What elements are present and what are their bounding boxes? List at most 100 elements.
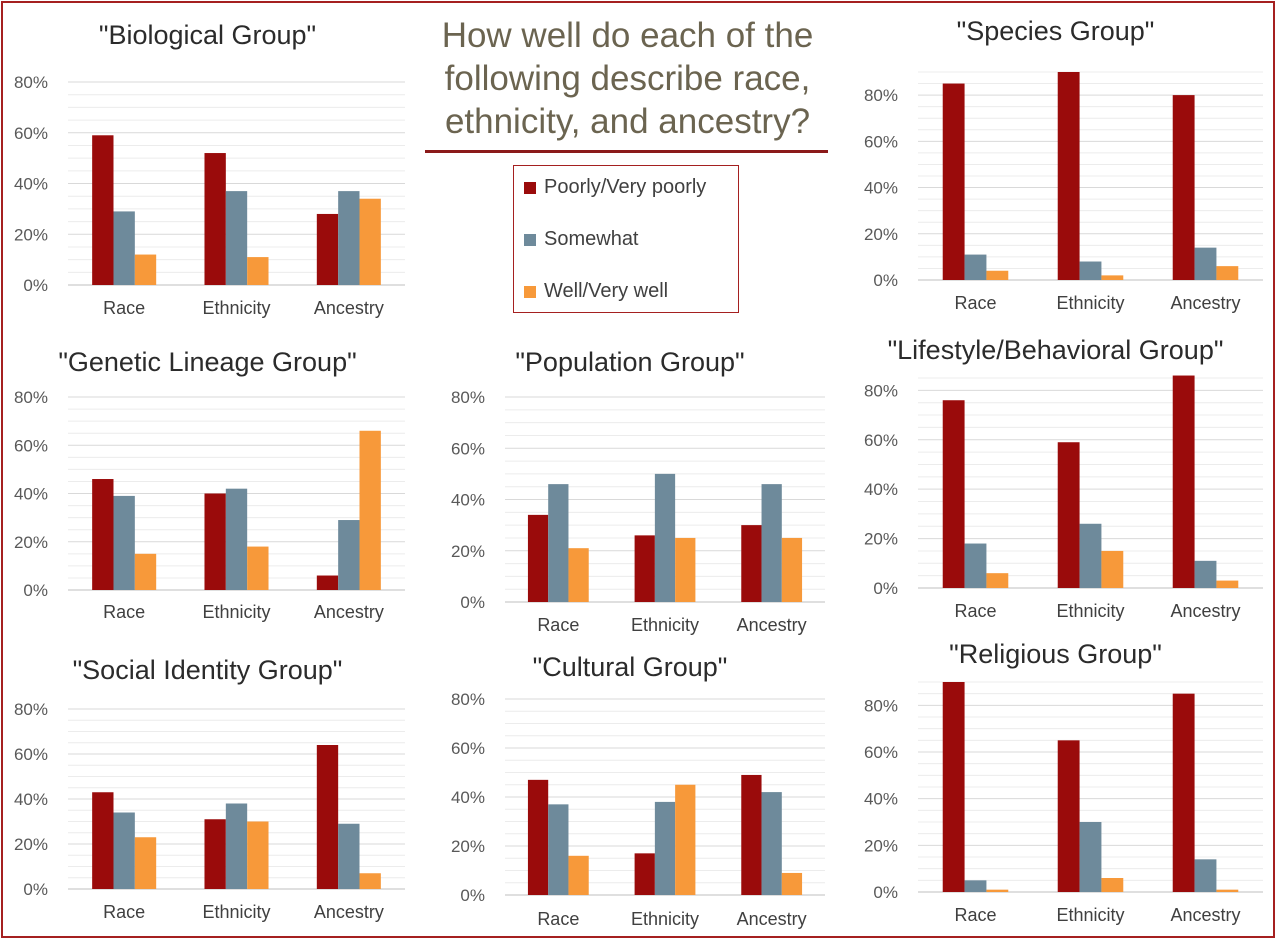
y-tick-label: 40% (14, 485, 48, 504)
bar-ancestry-poorly (316, 745, 339, 889)
bar-ethnicity-poorly (204, 493, 226, 590)
bar-race-somewhat (964, 254, 987, 280)
bar-ethnicity-well (1101, 878, 1124, 892)
legend-item-well: Well/Very well (524, 280, 668, 303)
y-tick-label: 0% (23, 880, 48, 899)
legend-label-poorly: Poorly/Very poorly (544, 176, 707, 198)
bar-ancestry-somewhat (338, 823, 360, 889)
bar-race-well (986, 889, 1009, 892)
x-category-label: Race (954, 905, 996, 925)
legend-swatch-poorly (524, 181, 536, 194)
chart-title: "Religious Group" (949, 639, 1162, 669)
main-title: How well do each of the following descri… (441, 16, 814, 141)
y-tick-label: 60% (14, 124, 48, 143)
bar-ethnicity-poorly (1057, 442, 1080, 588)
bar-ancestry-well (1216, 889, 1239, 892)
bar-ethnicity-poorly (634, 535, 655, 602)
y-tick-label: 0% (23, 581, 48, 600)
x-category-label: Ethnicity (1056, 293, 1124, 313)
legend-swatch-well (524, 285, 536, 298)
chart-population-group: "Population Group" 0% 20% 40% 60% 80% Race Eth… (425, 345, 835, 645)
y-tick-label: 60% (864, 132, 898, 151)
bar-ancestry-poorly (1172, 693, 1195, 892)
legend-item-poorly: Poorly/Very poorly (524, 176, 706, 199)
bar-race-poorly (527, 779, 549, 895)
bar-ancestry-poorly (741, 774, 762, 895)
bar-ancestry-somewhat (761, 484, 782, 602)
bar-ancestry-somewhat (761, 792, 782, 895)
title-underline (425, 150, 828, 153)
y-tick-label: 40% (864, 790, 898, 809)
bar-ancestry-well (359, 873, 381, 889)
y-tick-label: 20% (451, 542, 485, 561)
chart-plot: 0% 20% 40% 60% 80% Race Ethnicity Ancestry (14, 388, 405, 622)
y-tick-label: 60% (14, 436, 48, 455)
bar-ancestry-poorly (741, 525, 762, 602)
bar-race-somewhat (113, 495, 135, 590)
chart-lifestyle-behavioral-group: "Lifestyle/Behavioral Group" 0% 20% 40% 60%… (838, 333, 1273, 633)
bar-ethnicity-somewhat (654, 801, 676, 895)
bar-race-well (986, 573, 1009, 588)
bar-ancestry-well (1216, 266, 1239, 280)
bar-ancestry-somewhat (1194, 859, 1217, 892)
y-tick-label: 80% (451, 690, 485, 709)
y-tick-label: 60% (451, 439, 485, 458)
y-tick-label: 40% (14, 175, 48, 194)
chart-plot: 0% 20% 40% 60% 80% Race Ethnicity Ancestry (14, 700, 405, 922)
bar-race-somewhat (964, 880, 987, 892)
x-category-label: Ethnicity (1056, 905, 1124, 925)
bar-ethnicity-well (675, 537, 696, 602)
x-category-label: Race (537, 909, 579, 929)
bar-ethnicity-well (1101, 550, 1124, 588)
chart-title: "Biological Group" (98, 20, 317, 50)
y-tick-label: 80% (864, 86, 898, 105)
legend-label-well: Well/Very well (544, 280, 669, 302)
x-category-label: Ancestry (1170, 905, 1240, 925)
chart-title: "Social Identity Group" (72, 655, 343, 685)
y-tick-label: 80% (14, 388, 48, 407)
bar-ancestry-somewhat (1194, 560, 1217, 588)
bar-ancestry-well (781, 537, 803, 602)
legend: Poorly/Very poorly Somewhat Well/Very we… (513, 165, 739, 313)
chart-plot: 0% 20% 40% 60% 80% Race Ethnicity Ancestry (864, 71, 1263, 313)
y-tick-label: 0% (460, 886, 485, 905)
y-tick-label: 60% (864, 431, 898, 450)
x-category-label: Race (103, 602, 145, 622)
bar-race-poorly (942, 400, 965, 588)
y-tick-label: 20% (14, 533, 48, 552)
chart-plot: 0% 20% 40% 60% 80% Race Ethnicity Ancestry (14, 73, 405, 318)
bar-race-poorly (92, 479, 114, 590)
y-tick-label: 80% (864, 696, 898, 715)
x-category-label: Ethnicity (202, 602, 270, 622)
bar-ancestry-poorly (1172, 95, 1195, 280)
bar-ethnicity-somewhat (1079, 822, 1102, 892)
bar-race-poorly (942, 83, 965, 280)
bar-ancestry-somewhat (1194, 247, 1217, 280)
bar-race-well (986, 270, 1009, 280)
chart-plot: 0% 20% 40% 60% 80% Race Ethnicity Ancestry (451, 690, 825, 929)
bar-race-well (134, 553, 157, 590)
bar-race-poorly (92, 792, 114, 889)
bar-race-somewhat (964, 543, 987, 588)
chart-cultural-group: "Cultural Group" 0% 20% 40% 60% 80% Race Ethni… (425, 650, 835, 938)
x-category-label: Ancestry (314, 298, 384, 318)
bar-ancestry-well (1216, 580, 1239, 588)
chart-religious-group: "Religious Group" 0% 20% 40% 60% 80% Race Ethn… (838, 637, 1273, 937)
x-category-label: Race (103, 902, 145, 922)
y-tick-label: 80% (14, 700, 48, 719)
bar-ethnicity-somewhat (1079, 523, 1102, 588)
chart-plot: 0% 20% 40% 60% 80% Race Ethnicity Ancestry (451, 388, 825, 635)
y-tick-label: 0% (23, 276, 48, 295)
bar-ethnicity-somewhat (1079, 261, 1102, 280)
y-tick-label: 40% (864, 480, 898, 499)
y-tick-label: 80% (451, 388, 485, 407)
y-tick-label: 20% (864, 530, 898, 549)
x-category-label: Ethnicity (631, 615, 699, 635)
chart-title: "Population Group" (515, 347, 745, 377)
chart-plot: 0% 20% 40% 60% 80% Race Ethnicity Ancestry (864, 681, 1263, 925)
bar-race-poorly (942, 682, 965, 892)
bar-ethnicity-well (247, 821, 269, 889)
bar-ethnicity-somewhat (225, 191, 248, 285)
x-category-label: Ethnicity (1056, 601, 1124, 621)
